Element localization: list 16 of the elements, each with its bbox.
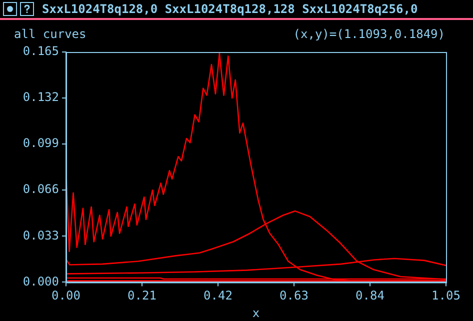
- y-tick-label: 0.066: [22, 182, 59, 196]
- text: (x,y)=(1.1093,0.1849): [293, 27, 445, 41]
- x-tick-label: 0.21: [128, 288, 156, 303]
- y-tick-label: 0.132: [22, 90, 59, 104]
- x-tick-label: 0.00: [52, 288, 80, 303]
- x-axis-title: x: [252, 306, 260, 320]
- x-tick-label: 0.42: [204, 288, 232, 303]
- x-tick-label: 1.05: [432, 288, 460, 303]
- y-tick-label: 0.165: [22, 44, 59, 58]
- y-tick-label: 0.033: [22, 228, 59, 242]
- text: all curves: [14, 27, 86, 41]
- x-tick-label: 0.84: [356, 288, 384, 303]
- y-tick-label: 0.099: [22, 136, 59, 150]
- y-tick-label: 0.000: [22, 274, 59, 288]
- x-tick-label: 0.63: [280, 288, 308, 303]
- chart-title: SxxL1024T8q128,0 SxxL1024T8q128,128 SxxL1024T8q256,0: [42, 2, 418, 16]
